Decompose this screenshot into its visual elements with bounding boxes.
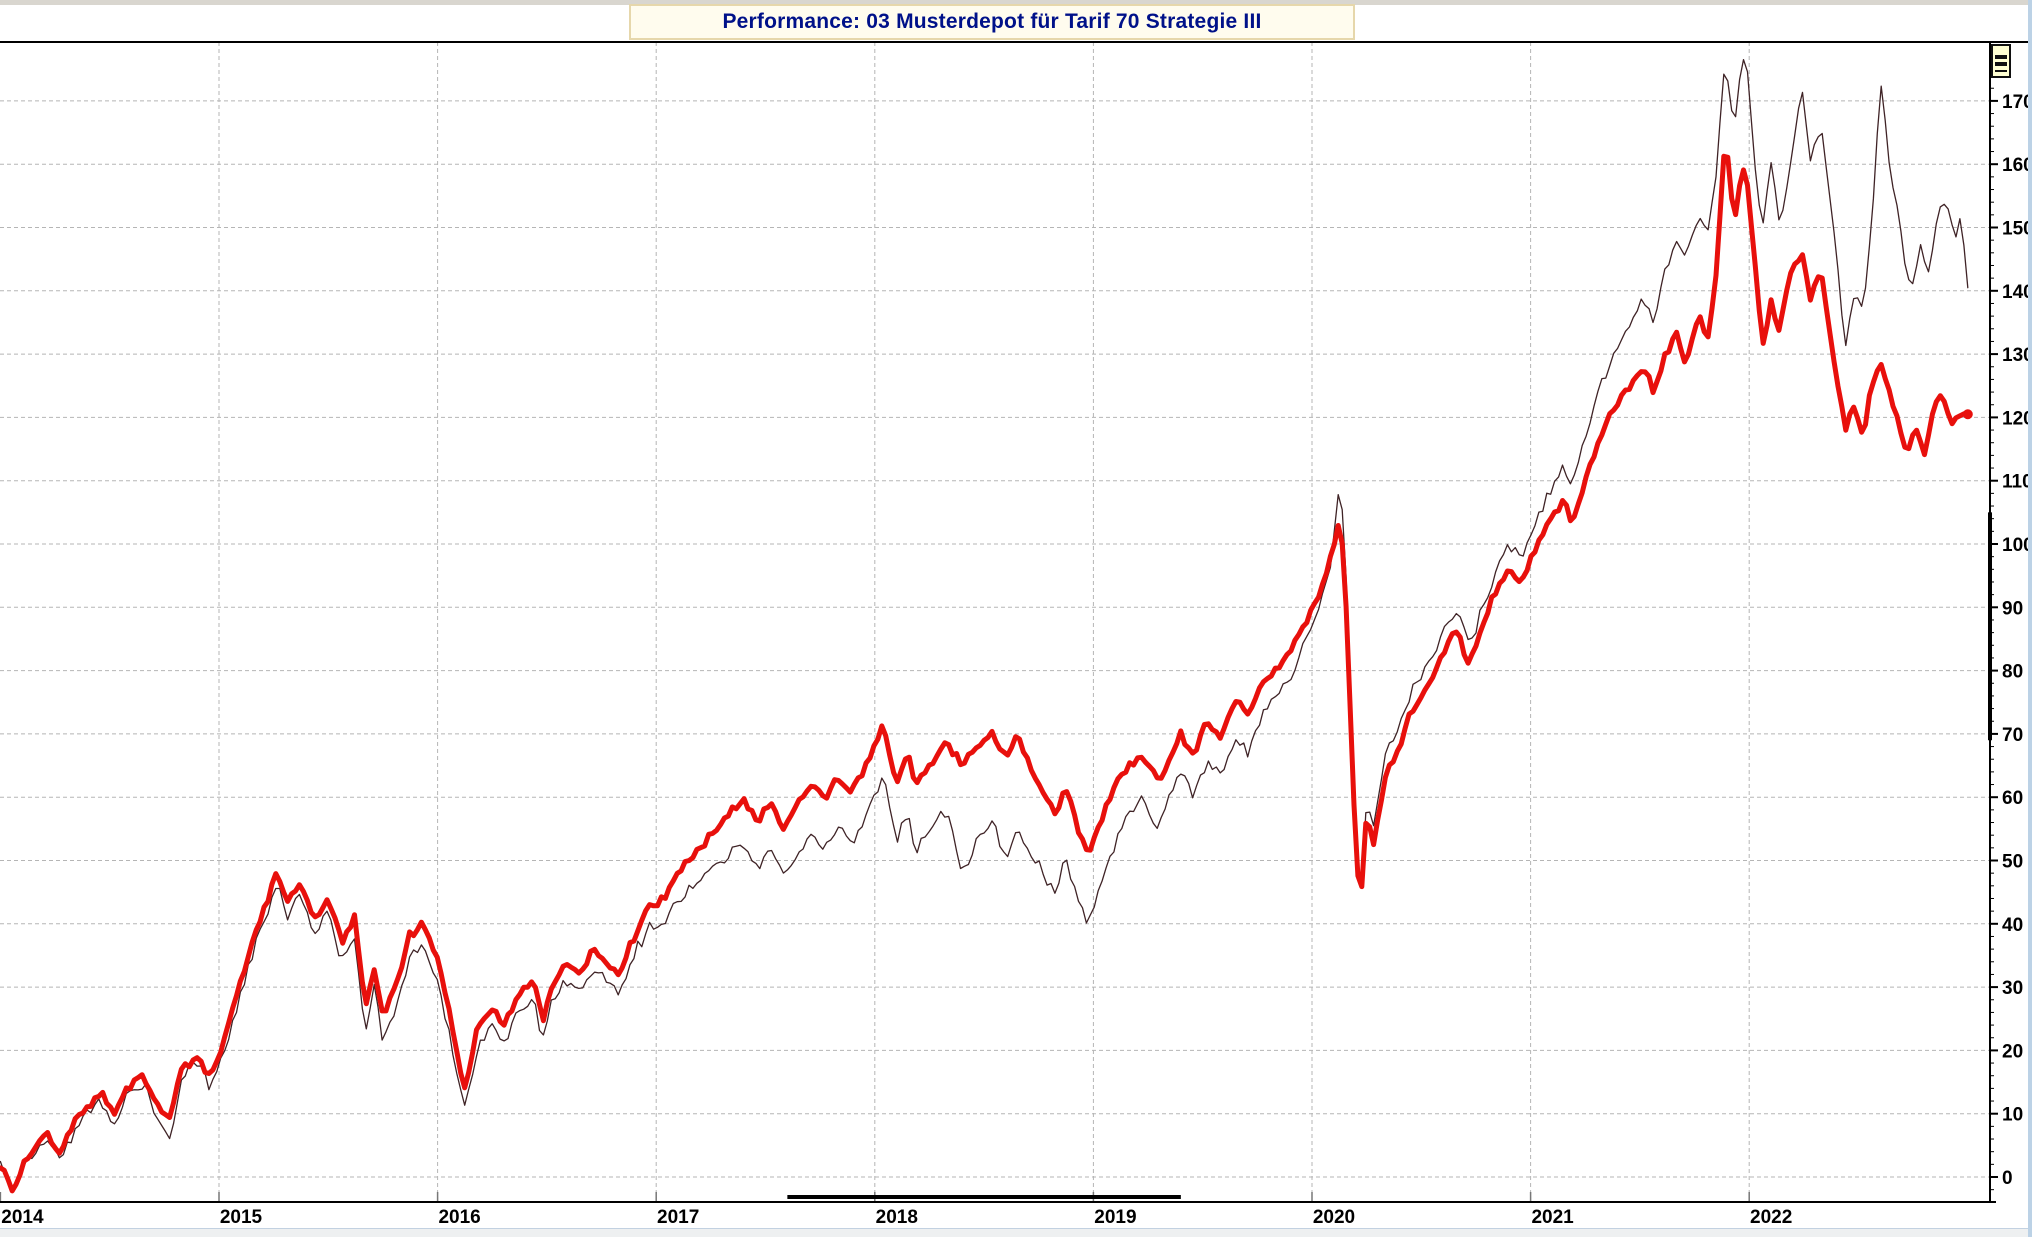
y-axis-tick-label: 120 bbox=[2002, 408, 2032, 429]
x-axis-tick-label: 2015 bbox=[220, 1207, 263, 1228]
window-statusbar-strip bbox=[0, 1228, 2032, 1237]
y-axis-tick-label: 170 bbox=[2002, 92, 2032, 113]
y-axis-tick-label: 160 bbox=[2002, 155, 2032, 176]
y-axis-tick-label: 40 bbox=[2002, 915, 2023, 936]
y-axis-tick-label: 80 bbox=[2002, 662, 2023, 683]
x-axis-tick-label: 2016 bbox=[438, 1207, 480, 1228]
window-edge-top bbox=[0, 0, 2032, 5]
y-axis-tick-label: 30 bbox=[2002, 978, 2023, 999]
menu-grip-bar bbox=[1995, 70, 2007, 72]
menu-grip-bar bbox=[1995, 55, 2007, 59]
series-dark-thin bbox=[0, 58, 1969, 1190]
y-axis-tick-label: 130 bbox=[2002, 345, 2032, 366]
y-axis-tick-label: 100 bbox=[2002, 535, 2032, 556]
y-axis-tick-label: 70 bbox=[2002, 725, 2023, 746]
y-axis-tick-label: 110 bbox=[2002, 472, 2032, 493]
window-edge-right bbox=[2028, 0, 2032, 1237]
x-axis-tick-label: 2021 bbox=[1531, 1207, 1574, 1228]
axis-menu-grip-icon[interactable] bbox=[1991, 44, 2011, 78]
y-axis-tick-label: 150 bbox=[2002, 219, 2032, 240]
y-axis-tick-label: 60 bbox=[2002, 788, 2023, 809]
y-axis-tick-label: 0 bbox=[2002, 1168, 2013, 1189]
x-axis-tick-label: 2018 bbox=[876, 1207, 918, 1228]
chart-title: Performance: 03 Musterdepot für Tarif 70… bbox=[629, 4, 1355, 40]
x-axis-tick-label: 2017 bbox=[657, 1207, 699, 1228]
y-axis-tick-label: 90 bbox=[2002, 598, 2023, 619]
y-axis-tick-label: 10 bbox=[2002, 1105, 2023, 1126]
x-axis-tick-label: 2022 bbox=[1750, 1207, 1792, 1228]
x-axis-range-indicator[interactable] bbox=[787, 1195, 1181, 1199]
x-axis-tick-label: 2014 bbox=[1, 1207, 44, 1228]
series-red-thick-end-marker bbox=[1962, 409, 1973, 420]
y-axis-range-indicator[interactable] bbox=[1988, 512, 1992, 741]
series-red-thick bbox=[0, 153, 1971, 1194]
x-axis-tick-label: 2019 bbox=[1094, 1207, 1136, 1228]
y-axis-tick-label: 20 bbox=[2002, 1041, 2023, 1062]
y-axis-tick-label: 50 bbox=[2002, 852, 2023, 873]
menu-grip-bar bbox=[1995, 62, 2007, 66]
x-axis-tick-label: 2020 bbox=[1313, 1207, 1355, 1228]
y-axis-tick-label: 140 bbox=[2002, 282, 2032, 303]
